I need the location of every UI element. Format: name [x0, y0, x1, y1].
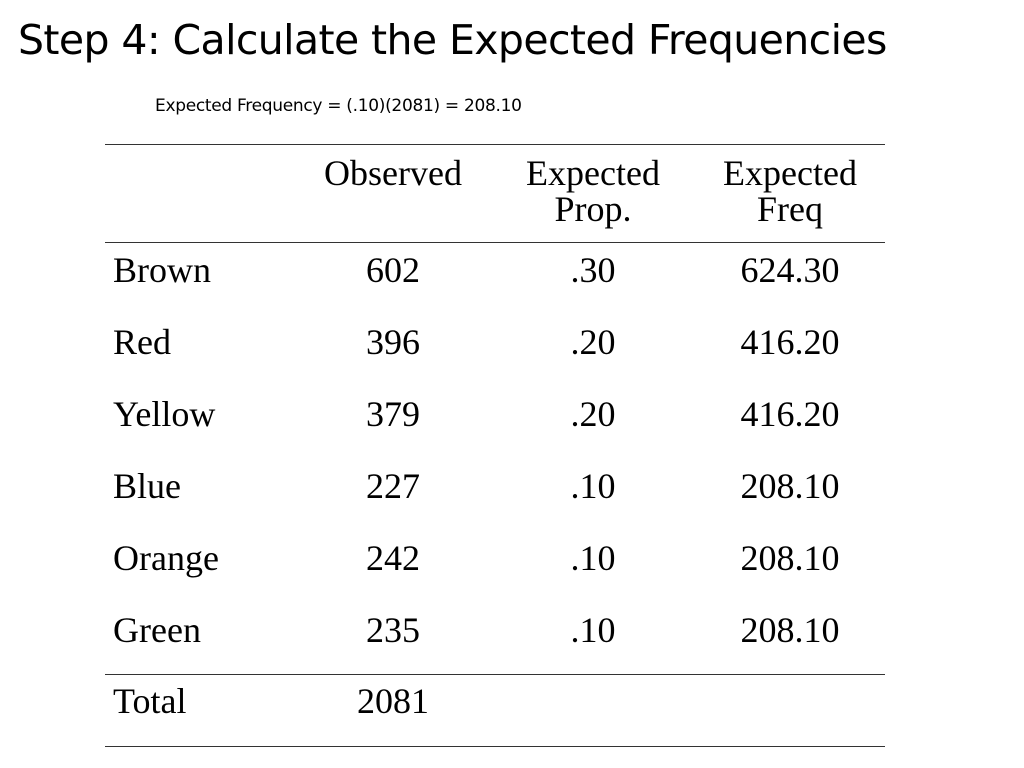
- row-color-label: Brown: [113, 250, 211, 290]
- total-observed: 2081: [295, 674, 491, 747]
- row-observed: 602: [366, 250, 420, 290]
- row-observed: 227: [366, 465, 420, 506]
- expected-frequency-formula: Expected Frequency = (.10)(2081) = 208.1…: [155, 96, 522, 116]
- total-expected-freq-empty: [695, 674, 885, 747]
- row-color-label: Yellow: [113, 393, 216, 434]
- row-expected-freq: 416.20: [740, 393, 840, 434]
- row-observed: 396: [366, 321, 420, 362]
- row-expected-prop: .20: [570, 393, 616, 434]
- table-row: Yellow 379 .20 416.20: [105, 387, 885, 459]
- table-row: Red 396 .20 416.20: [105, 315, 885, 387]
- total-label: Total: [105, 674, 295, 747]
- table-row: Green 235 .10 208.10: [105, 603, 885, 675]
- header-expected-prop-line1: Expected: [526, 153, 660, 193]
- row-color-label: Green: [113, 609, 201, 650]
- header-observed-text: Observed: [324, 153, 462, 193]
- row-expected-freq: 416.20: [740, 321, 840, 362]
- header-expected-prop: Expected Prop.: [491, 144, 695, 243]
- table-header-row: Observed Expected Prop. Expected Freq: [105, 144, 885, 243]
- row-expected-freq: 208.10: [740, 537, 840, 578]
- table-row: Brown 602 .30 624.30: [105, 243, 885, 315]
- header-expected-prop-line2: Prop.: [554, 189, 632, 229]
- row-expected-freq: 624.30: [740, 250, 840, 290]
- header-expected-freq: Expected Freq: [695, 144, 885, 243]
- row-observed: 242: [366, 537, 420, 578]
- row-observed: 379: [366, 393, 420, 434]
- table-row: Orange 242 .10 208.10: [105, 531, 885, 603]
- header-blank: [105, 144, 295, 243]
- row-observed: 235: [366, 609, 420, 650]
- frequency-table: Observed Expected Prop. Expected Freq Br…: [105, 144, 885, 747]
- row-expected-freq: 208.10: [740, 465, 840, 506]
- row-color-label: Orange: [113, 537, 219, 578]
- row-expected-prop: .10: [570, 609, 616, 650]
- header-observed: Observed: [295, 144, 491, 243]
- row-expected-prop: .20: [570, 321, 616, 362]
- row-expected-prop: .10: [570, 465, 616, 506]
- row-expected-prop: .30: [570, 250, 616, 290]
- total-expected-prop-empty: [491, 674, 695, 747]
- row-color-label: Blue: [113, 465, 181, 506]
- table-row: Blue 227 .10 208.10: [105, 459, 885, 531]
- total-row: Total 2081: [105, 674, 885, 747]
- header-expected-freq-line2: Freq: [757, 189, 823, 229]
- slide-title: Step 4: Calculate the Expected Frequenci…: [18, 16, 887, 64]
- header-expected-freq-line1: Expected: [723, 153, 857, 193]
- row-expected-freq: 208.10: [740, 609, 840, 650]
- row-expected-prop: .10: [570, 537, 616, 578]
- row-color-label: Red: [113, 321, 171, 362]
